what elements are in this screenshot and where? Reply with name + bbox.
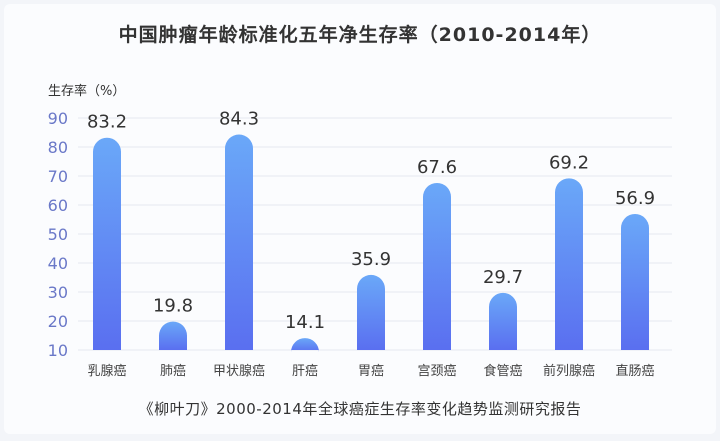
- bar: [93, 137, 122, 350]
- chart-card: [4, 4, 716, 434]
- x-tick-label: 肺癌: [160, 363, 186, 379]
- bar: [489, 292, 517, 350]
- bar: [357, 274, 385, 350]
- y-tick-label: 10: [48, 341, 68, 360]
- bar: [621, 213, 649, 350]
- x-tick-label: 肝癌: [292, 363, 318, 379]
- data-label: 56.9: [615, 188, 655, 209]
- bar: [423, 182, 451, 350]
- data-label: 67.6: [417, 157, 457, 178]
- data-label: 14.1: [285, 312, 325, 333]
- bar: [159, 321, 187, 350]
- y-tick-label: 50: [48, 225, 68, 244]
- data-label: 35.9: [351, 249, 391, 270]
- x-tick-label: 胃癌: [358, 363, 384, 379]
- y-tick-label: 30: [48, 283, 68, 302]
- data-label: 29.7: [483, 267, 523, 288]
- y-tick-label: 60: [48, 196, 68, 215]
- y-axis-label: 生存率（%）: [48, 84, 126, 99]
- bar: [225, 134, 253, 350]
- chart-source: 《柳叶刀》2000-2014年全球癌症生存率变化趋势监测研究报告: [138, 400, 582, 418]
- y-tick-label: 70: [48, 167, 68, 186]
- data-label: 84.3: [219, 109, 259, 130]
- x-tick-label: 食管癌: [483, 363, 522, 379]
- y-tick-label: 40: [48, 254, 68, 273]
- x-tick-label: 宫颈癌: [417, 363, 456, 379]
- data-label: 83.2: [87, 112, 127, 133]
- y-tick-label: 20: [48, 312, 68, 331]
- data-label: 69.2: [549, 152, 589, 173]
- y-tick-label: 80: [48, 138, 68, 157]
- bar: [291, 338, 319, 353]
- data-label: 19.8: [153, 296, 193, 317]
- x-tick-label: 甲状腺癌: [213, 363, 265, 379]
- x-tick-label: 乳腺癌: [87, 363, 126, 379]
- bar: [555, 178, 583, 350]
- y-tick-label: 90: [48, 109, 68, 128]
- x-tick-label: 前列腺癌: [543, 363, 595, 379]
- chart-title: 中国肿瘤年龄标准化五年净生存率（2010-2014年）: [118, 24, 602, 46]
- x-tick-label: 直肠癌: [615, 363, 654, 379]
